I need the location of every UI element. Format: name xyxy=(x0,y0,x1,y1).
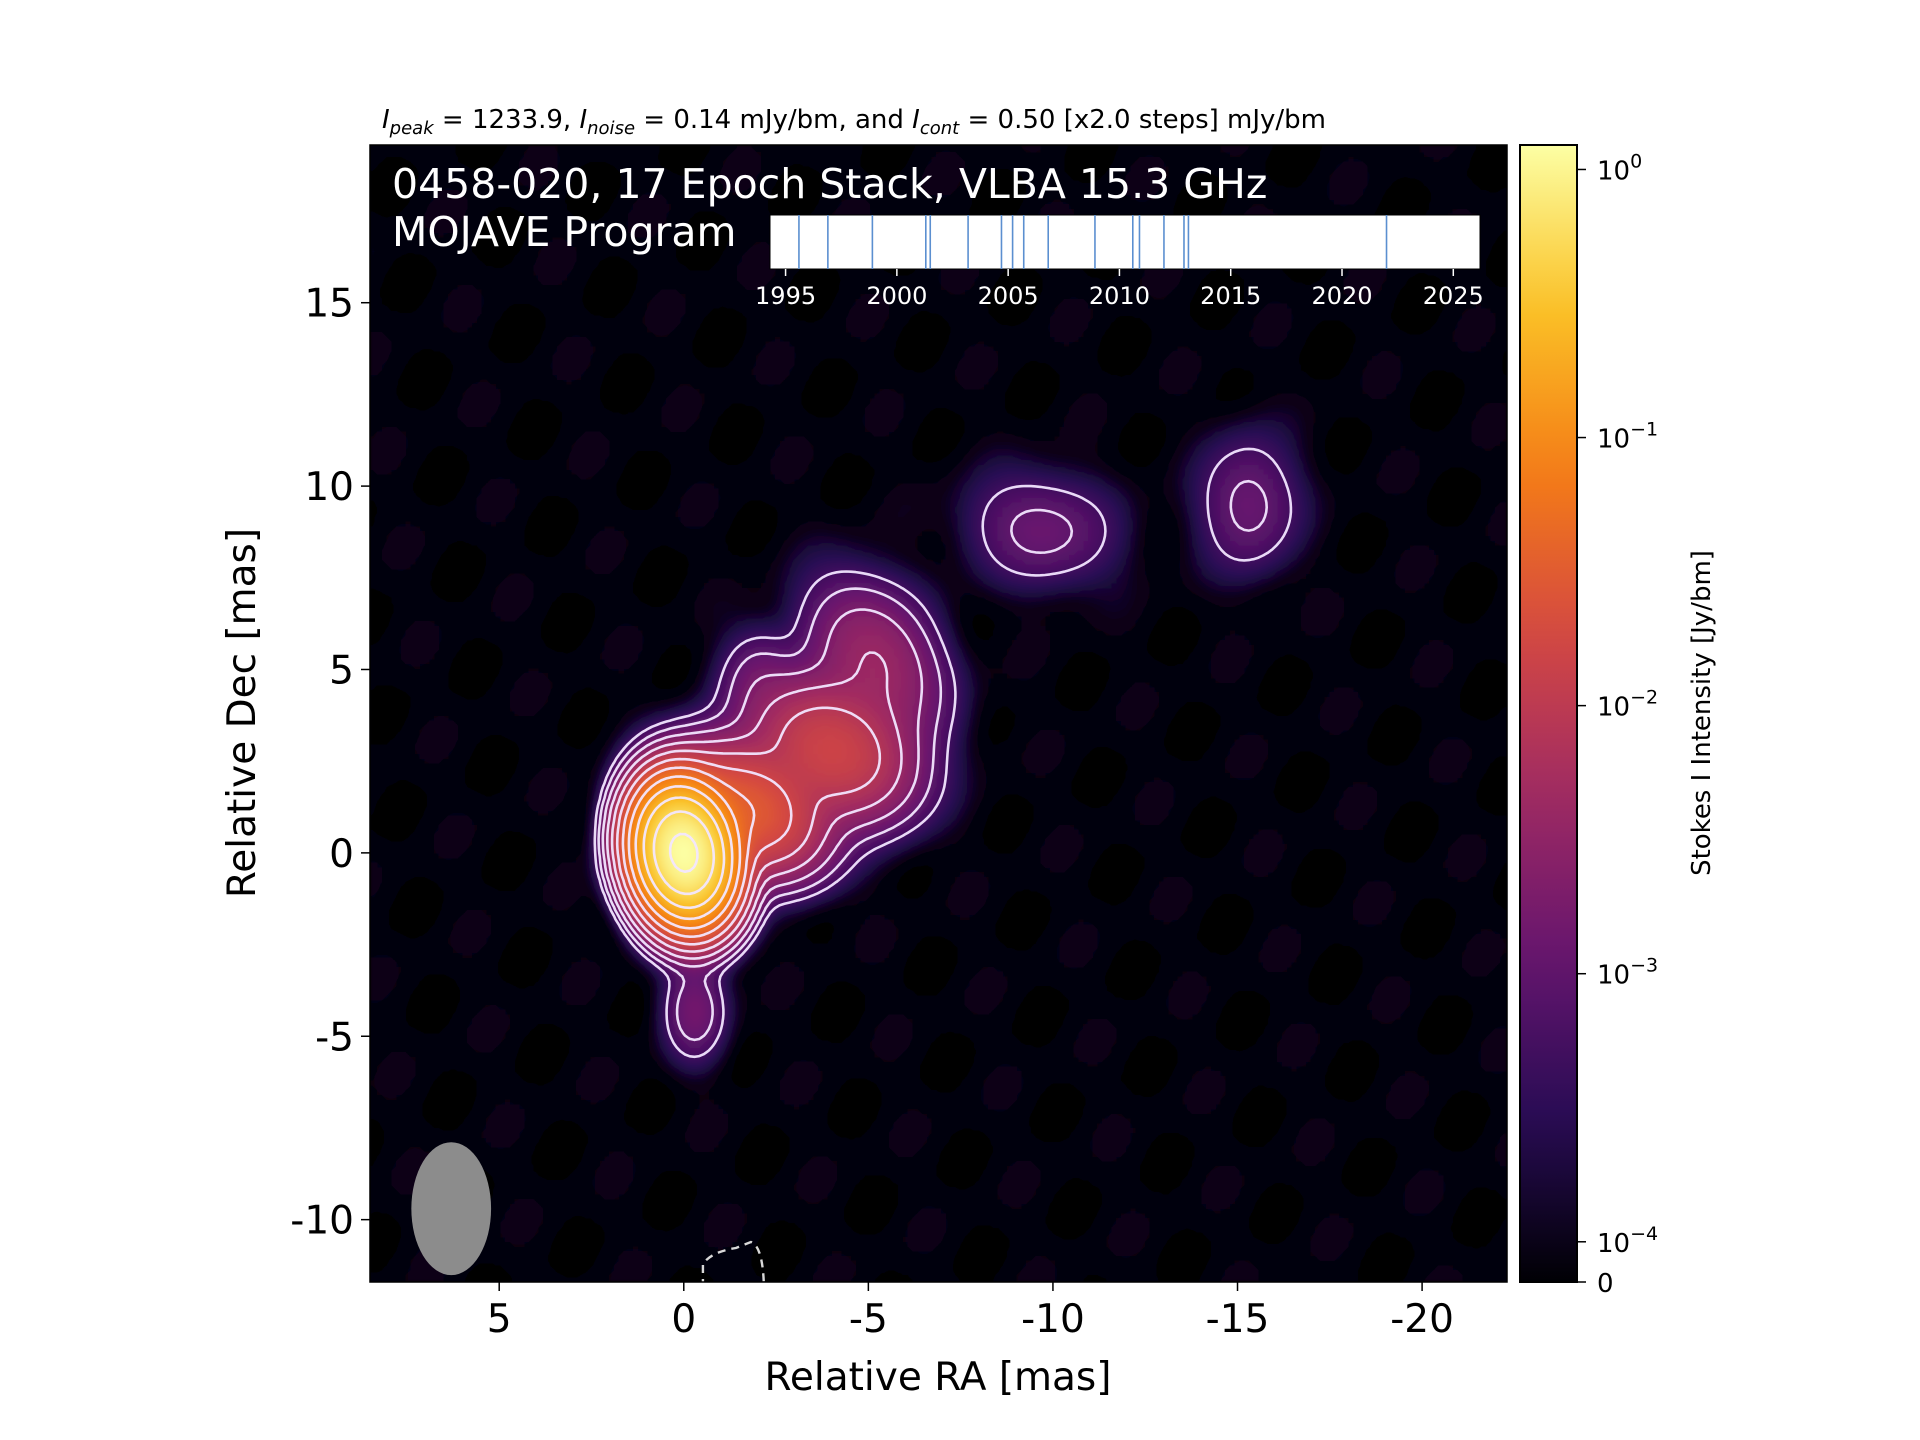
epoch-tick-label: 1995 xyxy=(755,282,816,310)
colorbar-tick-label: 100 xyxy=(1597,150,1642,186)
contour-level-1 xyxy=(597,479,1268,1042)
colorbar xyxy=(1519,144,1578,1283)
contour-layer xyxy=(593,447,1293,1282)
contour-level-9 xyxy=(642,796,726,910)
header-stats: Ipeak = 1233.9, Inoise = 0.14 mJy/bm, an… xyxy=(382,105,1326,139)
epoch-timeline-box xyxy=(769,214,1481,270)
header-noise-value: = 0.14 mJy/bm, and xyxy=(635,105,912,135)
epoch-tick-label: 2010 xyxy=(1089,282,1150,310)
epoch-tick-label: 2025 xyxy=(1423,282,1484,310)
header-peak-symbol: I xyxy=(382,105,390,135)
map-subtitle: MOJAVE Program xyxy=(392,208,736,256)
x-tick-label: -20 xyxy=(1390,1297,1454,1342)
x-tick-label: -15 xyxy=(1206,1297,1270,1342)
colorbar-tick-label: 10−3 xyxy=(1597,955,1658,991)
negative-contour xyxy=(701,1240,765,1282)
colorbar-tick-label: 10−4 xyxy=(1597,1223,1658,1259)
y-tick-label: 0 xyxy=(329,832,354,877)
contour-level-6 xyxy=(621,766,756,938)
y-tick-label: 15 xyxy=(304,282,354,327)
y-axis-label: Relative Dec [mas] xyxy=(220,528,265,898)
plot-frame xyxy=(369,144,1508,1283)
contour-level-7 xyxy=(627,775,742,930)
y-tick-label: 5 xyxy=(329,648,354,693)
header-peak-sub: peak xyxy=(389,118,436,139)
epoch-tick-label: 2020 xyxy=(1311,282,1372,310)
x-tick-label: -5 xyxy=(849,1297,888,1342)
x-axis-label: Relative RA [mas] xyxy=(765,1355,1112,1400)
contour-level-2 xyxy=(601,608,924,968)
map-title: 0458-020, 17 Epoch Stack, VLBA 15.3 GHz xyxy=(392,160,1267,208)
epoch-ticks: 1995 2000 2005 2010 2015 2020 2025 xyxy=(755,269,1484,310)
epoch-tick-label: 2000 xyxy=(866,282,927,310)
epoch-tick-label: 2005 xyxy=(978,282,1039,310)
y-tick-label: -5 xyxy=(315,1015,354,1060)
contour-level-5 xyxy=(615,757,793,946)
epoch-tick-label: 2015 xyxy=(1200,282,1261,310)
x-tick-label: 0 xyxy=(671,1297,696,1342)
header-cont-value: = 0.50 [x2.0 steps] mJy/bm xyxy=(959,105,1326,135)
x-tick-label: 5 xyxy=(487,1297,512,1342)
colorbar-tick-label: 0 xyxy=(1597,1269,1614,1299)
epoch-lines xyxy=(798,215,1388,269)
header-noise-sub: noise xyxy=(587,118,635,139)
beam-ellipse xyxy=(411,1142,492,1276)
colorbar-tick-label: 10−2 xyxy=(1597,687,1658,723)
contour-level-0 xyxy=(593,447,1293,1059)
contour-level-4 xyxy=(610,706,882,953)
colorbar-tick-label: 10−1 xyxy=(1597,419,1658,455)
epoch-timeline: 1995 2000 2005 2010 2015 2020 2025 xyxy=(755,214,1484,310)
contour-level-3 xyxy=(606,651,903,960)
x-tick-label: -10 xyxy=(1021,1297,1085,1342)
contour-level-10 xyxy=(652,810,716,896)
y-tick-label: 10 xyxy=(304,465,354,510)
header-noise-symbol: I xyxy=(579,105,587,135)
colorbar-label: Stokes I Intensity [Jy/bm] xyxy=(1687,550,1717,876)
x-axis: 5 0 -5 -10 -15 -20 xyxy=(487,1282,1454,1342)
colorbar-ticks: 100 10−1 10−2 10−3 10−4 0 xyxy=(1577,150,1658,1299)
contour-level-11 xyxy=(668,832,699,873)
header-cont-symbol: I xyxy=(912,105,920,135)
header-peak-value: = 1233.9, xyxy=(434,105,580,135)
y-tick-label: -10 xyxy=(290,1199,354,1244)
contour-level-8 xyxy=(634,785,734,921)
header-cont-sub: cont xyxy=(920,118,960,139)
y-axis: 15 10 5 0 -5 -10 xyxy=(290,282,370,1244)
